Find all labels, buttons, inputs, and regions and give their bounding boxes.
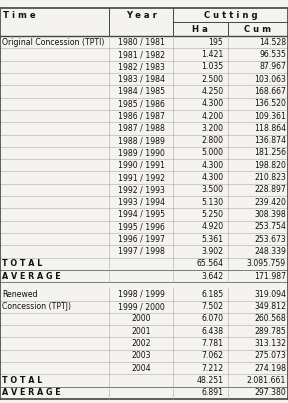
Text: 349.812: 349.812 — [254, 302, 286, 311]
Text: 118.864: 118.864 — [254, 124, 286, 133]
Text: 253.673: 253.673 — [254, 235, 286, 243]
Text: A V E R A G E: A V E R A G E — [2, 272, 61, 280]
Text: 136.520: 136.520 — [254, 99, 286, 108]
Text: 3.500: 3.500 — [201, 185, 223, 194]
Text: 2.500: 2.500 — [201, 75, 223, 84]
Text: C u m: C u m — [244, 25, 271, 33]
Text: 171.987: 171.987 — [254, 272, 286, 280]
Text: 1.421: 1.421 — [201, 50, 223, 59]
Text: 275.073: 275.073 — [254, 351, 286, 360]
Text: 1992 / 1993: 1992 / 1993 — [118, 185, 164, 194]
Text: 168.667: 168.667 — [254, 87, 286, 96]
Text: 3.200: 3.200 — [201, 124, 223, 133]
Text: 1994 / 1995: 1994 / 1995 — [118, 210, 165, 219]
Text: 5.361: 5.361 — [201, 235, 223, 243]
Text: 103.063: 103.063 — [254, 75, 286, 84]
Text: 319.094: 319.094 — [254, 290, 286, 299]
Text: 289.785: 289.785 — [254, 327, 286, 336]
Text: 198.820: 198.820 — [254, 161, 286, 170]
Text: 7.502: 7.502 — [201, 302, 223, 311]
Text: Y e a r: Y e a r — [126, 10, 157, 20]
Text: 1982 / 1983: 1982 / 1983 — [118, 62, 164, 71]
Text: 5.000: 5.000 — [201, 148, 223, 158]
Text: 297.380: 297.380 — [254, 388, 286, 397]
Text: 1983 / 1984: 1983 / 1984 — [118, 75, 165, 84]
Text: 3.902: 3.902 — [201, 247, 223, 256]
Text: A V E R A G E: A V E R A G E — [2, 388, 61, 397]
Text: 4.200: 4.200 — [201, 112, 223, 120]
Text: 313.132: 313.132 — [254, 339, 286, 348]
Text: 308.398: 308.398 — [254, 210, 286, 219]
Text: 6.891: 6.891 — [201, 388, 223, 397]
Text: 7.062: 7.062 — [201, 351, 223, 360]
Text: 1993 / 1994: 1993 / 1994 — [118, 198, 165, 207]
Text: 6.185: 6.185 — [201, 290, 223, 299]
Text: 1986 / 1987: 1986 / 1987 — [118, 112, 164, 120]
Text: 195: 195 — [209, 38, 223, 47]
Text: 3.095.759: 3.095.759 — [247, 259, 286, 268]
Text: 2004: 2004 — [131, 364, 151, 373]
Text: C u t t i n g: C u t t i n g — [204, 10, 257, 20]
Text: 253.754: 253.754 — [254, 222, 286, 231]
Text: 228.897: 228.897 — [254, 185, 286, 194]
Text: 181.256: 181.256 — [254, 148, 286, 158]
Text: 274.198: 274.198 — [254, 364, 286, 373]
Text: 87.967: 87.967 — [259, 62, 286, 71]
Text: 6.070: 6.070 — [201, 314, 223, 324]
Text: 136.874: 136.874 — [254, 136, 286, 145]
Text: 1984 / 1985: 1984 / 1985 — [118, 87, 165, 96]
Text: 6.438: 6.438 — [201, 327, 223, 336]
Text: 1985 / 1986: 1985 / 1986 — [118, 99, 164, 108]
Text: 1988 / 1989: 1988 / 1989 — [118, 136, 164, 145]
Text: 5.130: 5.130 — [201, 198, 223, 207]
Text: 1980 / 1981: 1980 / 1981 — [118, 38, 165, 47]
Text: 4.250: 4.250 — [201, 87, 223, 96]
Text: 109.361: 109.361 — [254, 112, 286, 120]
Text: Renewed: Renewed — [2, 290, 38, 299]
Text: 2000: 2000 — [131, 314, 151, 324]
Text: 1987 / 1988: 1987 / 1988 — [118, 124, 164, 133]
Text: 248.339: 248.339 — [254, 247, 286, 256]
Text: 14.528: 14.528 — [259, 38, 286, 47]
Text: 1989 / 1990: 1989 / 1990 — [118, 148, 164, 158]
Text: Concession (TPTJ): Concession (TPTJ) — [2, 302, 71, 311]
Text: 3.642: 3.642 — [201, 272, 223, 280]
Text: 2.800: 2.800 — [201, 136, 223, 145]
Text: 48.251: 48.251 — [196, 376, 223, 385]
Text: 1981 / 1982: 1981 / 1982 — [118, 50, 165, 59]
Text: 1997 / 1998: 1997 / 1998 — [118, 247, 164, 256]
Text: H a: H a — [192, 25, 208, 33]
Text: 1991 / 1992: 1991 / 1992 — [118, 173, 165, 182]
Text: 1990 / 1991: 1990 / 1991 — [118, 161, 165, 170]
Text: T i m e: T i m e — [3, 10, 36, 20]
Text: 7.781: 7.781 — [201, 339, 223, 348]
Text: 96.535: 96.535 — [259, 50, 286, 59]
Text: 1996 / 1997: 1996 / 1997 — [118, 235, 164, 243]
Text: 4.300: 4.300 — [201, 173, 223, 182]
Text: 4.920: 4.920 — [201, 222, 223, 231]
Text: 4.300: 4.300 — [201, 99, 223, 108]
Text: 4.300: 4.300 — [201, 161, 223, 170]
Text: 2001: 2001 — [131, 327, 151, 336]
Text: 65.564: 65.564 — [196, 259, 223, 268]
Text: 5.250: 5.250 — [201, 210, 223, 219]
Text: T O T A L: T O T A L — [2, 259, 42, 268]
Text: 1995 / 1996: 1995 / 1996 — [118, 222, 164, 231]
Text: 7.212: 7.212 — [201, 364, 223, 373]
Text: 1998 / 1999: 1998 / 1999 — [118, 290, 164, 299]
Text: 1.035: 1.035 — [201, 62, 223, 71]
Text: 2003: 2003 — [131, 351, 151, 360]
Text: Original Concession (TPTI): Original Concession (TPTI) — [2, 38, 104, 47]
Text: 1999 / 2000: 1999 / 2000 — [118, 302, 164, 311]
Text: T O T A L: T O T A L — [2, 376, 42, 385]
Text: 239.420: 239.420 — [254, 198, 286, 207]
Text: 2002: 2002 — [131, 339, 151, 348]
Text: 210.823: 210.823 — [254, 173, 286, 182]
Text: 260.568: 260.568 — [254, 314, 286, 324]
Text: 2.081.661: 2.081.661 — [247, 376, 286, 385]
